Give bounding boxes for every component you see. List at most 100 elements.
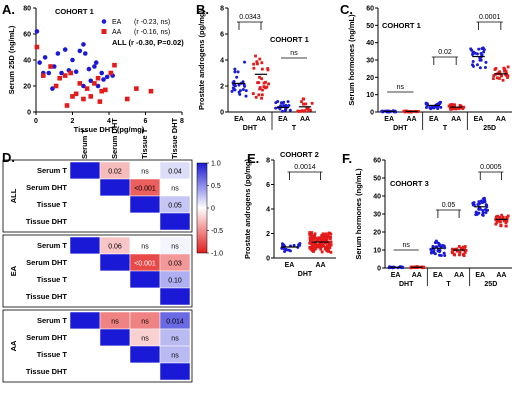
panel-a-point-aa <box>53 83 59 89</box>
panel-a-point-ea <box>51 64 57 69</box>
panel-c-point-ea <box>477 47 481 51</box>
panel-d-cell-label: 0.03 <box>168 261 182 268</box>
panel-b-point-ea <box>243 84 247 88</box>
panel-c-point-aa <box>448 106 452 110</box>
panel-c-group-label: AA <box>406 116 416 123</box>
panel-e-point-aa <box>328 243 332 247</box>
panel-a-x-tick-label: 0 <box>34 118 38 125</box>
panel-d-colorbar-tick-label: 0.5 <box>211 183 221 190</box>
panel-e-point-aa <box>314 244 318 248</box>
panel-f-point-aa <box>453 253 457 257</box>
panel-b-y-tick-label: 6 <box>220 32 224 39</box>
panel-b-point-ea <box>274 101 278 105</box>
panel-d-cell-label: ns <box>171 336 179 343</box>
panel-c-point-ea <box>472 50 476 54</box>
panel-e-point-aa <box>312 235 316 239</box>
panel-f-label: F. <box>342 151 352 166</box>
panel-e-point-aa <box>317 236 321 240</box>
panel-b-point-aa <box>254 54 257 58</box>
panel-d-row-label: Serum DHT <box>26 258 67 267</box>
panel-c-point-ea <box>482 50 486 54</box>
panel-e-point-ea <box>298 243 302 247</box>
panel-c-point-aa <box>506 65 510 69</box>
panel-e-y-tick-label: 0 <box>266 256 270 263</box>
panel-f-group-label: AA <box>412 272 422 279</box>
panel-c-y-tick-label: 30 <box>366 58 374 65</box>
panel-a-point-aa <box>34 44 40 50</box>
panel-f-point-aa <box>494 215 498 219</box>
panel-d-cell <box>99 345 131 364</box>
panel-d-cell-label: 0.02 <box>108 169 122 176</box>
panel-a-point-ea <box>70 57 75 63</box>
panel-b-group-label: EA <box>278 116 288 123</box>
panel-b-point-aa <box>255 60 259 64</box>
panel-a-point-ea <box>101 77 106 82</box>
panel-c-point-aa <box>495 76 499 80</box>
panel-e-point-aa <box>319 247 323 251</box>
panel-b-point-aa <box>252 66 256 70</box>
panel-a-point-ea <box>77 48 83 54</box>
panel-e-point-aa <box>325 244 329 248</box>
panel-c-point-aa <box>500 74 503 78</box>
panel-a-point-ea <box>81 83 86 89</box>
panel-a-point-ea <box>34 29 40 34</box>
panel-e-point-aa <box>322 236 326 240</box>
panel-c-point-ea <box>479 51 483 55</box>
panel-e-y-tick-label: 4 <box>266 207 270 214</box>
panel-d-row-label: Serum T <box>37 241 67 250</box>
panel-b-point-ea <box>238 89 242 93</box>
panel-d-cell <box>159 287 191 306</box>
panel-b-point-aa <box>304 102 308 106</box>
panel-f-point-aa <box>506 214 510 218</box>
panel-a-point-ea <box>46 70 52 76</box>
panel-b-point-ea <box>233 67 237 71</box>
panel-f-point-aa <box>458 253 461 257</box>
panel-f-point-ea <box>430 250 434 254</box>
panel-d-cell <box>69 212 101 231</box>
panel-f-point-ea <box>484 211 488 215</box>
panel-d-column-label: Tissue DHT <box>170 117 179 159</box>
panel-e-point-aa <box>329 240 332 244</box>
panel-a-point-ea <box>37 60 42 65</box>
panel-a-y-tick-label: 0 <box>27 110 31 117</box>
panel-e-title: COHORT 2 <box>280 150 319 159</box>
panel-c-group-label: EA <box>429 116 439 123</box>
panel-b-point-ea <box>279 104 283 108</box>
panel-b-point-ea <box>230 89 234 93</box>
panel-d-cell <box>69 362 101 381</box>
panel-a-x-tick-label: 4 <box>107 118 111 125</box>
panel-f-group-label: AA <box>454 272 464 279</box>
panel-c-point-aa <box>496 71 500 75</box>
panel-f-point-ea <box>481 213 485 217</box>
panel-a-point-ea <box>88 78 94 84</box>
panel-a-point-aa <box>134 86 139 91</box>
panel-a-point-aa <box>62 73 68 78</box>
panel-e-point-aa <box>311 238 315 241</box>
panel-d-block-frame <box>2 234 193 308</box>
panel-d-cell-label: ns <box>141 244 149 251</box>
panel-b-point-aa <box>300 100 303 104</box>
panel-b-point-aa <box>252 62 256 66</box>
panel-c-group-label: EA <box>384 116 394 123</box>
panel-f-point-ea <box>484 203 488 207</box>
panel-e-point-aa <box>312 245 316 249</box>
panel-e-point-aa <box>323 239 327 243</box>
panel-f-category-label: DHT <box>399 281 414 288</box>
panel-d-cell <box>69 270 101 289</box>
panel-d-colorbar <box>196 162 208 254</box>
panel-f-y-tick-label: 20 <box>373 230 381 237</box>
panel-d-row-label: Tissue T <box>37 350 68 359</box>
panel-f-point-aa <box>459 246 463 250</box>
panel-d-cell-label: <0.001 <box>134 261 156 268</box>
panel-b-point-aa <box>266 67 270 70</box>
panel-a-title: COHORT 1 <box>55 7 94 16</box>
panel-e-point-ea <box>283 250 287 254</box>
panel-d-row-label: Tissue DHT <box>26 367 68 376</box>
panel-a-point-aa <box>48 64 53 69</box>
panel-e-point-aa <box>319 242 322 245</box>
panel-b-point-ea <box>233 70 237 74</box>
panel-d-cell <box>69 287 101 306</box>
panel-c-point-aa <box>501 78 505 82</box>
panel-c-point-ea <box>484 60 488 64</box>
panel-a-y-tick-label: 20 <box>23 84 31 91</box>
